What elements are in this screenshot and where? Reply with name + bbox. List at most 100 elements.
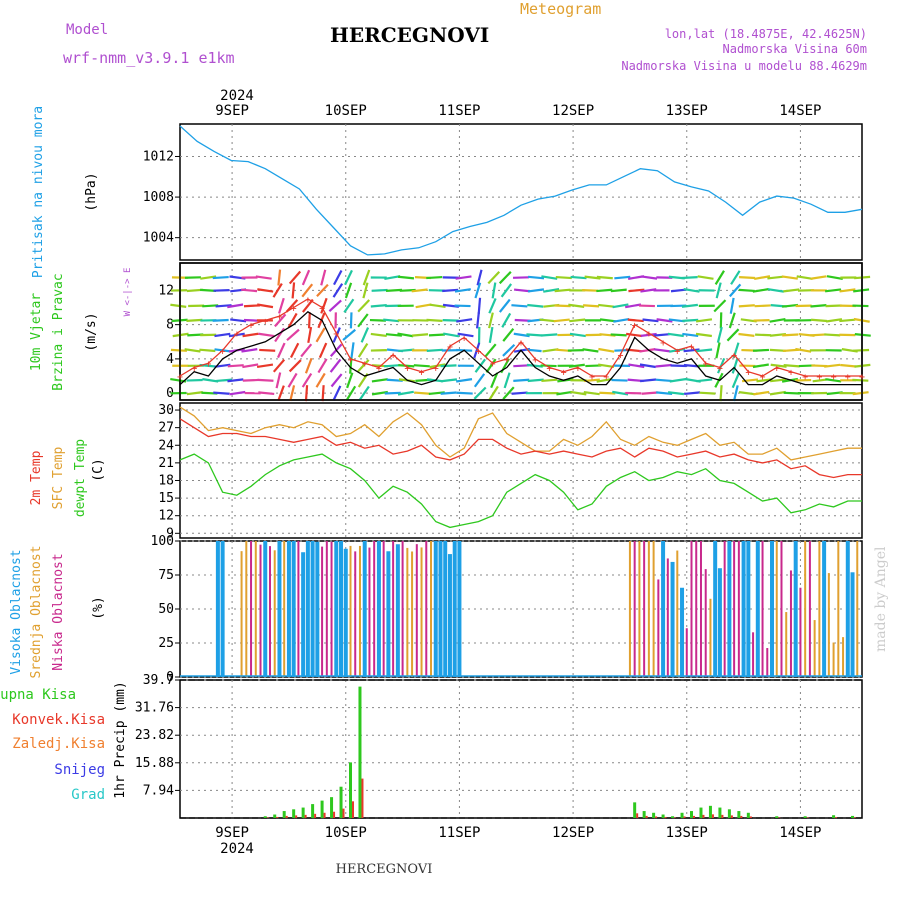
wind-arrow (681, 303, 699, 308)
gust-marker: + (177, 372, 183, 383)
wind-arrow (699, 391, 716, 395)
wind-arrow (473, 342, 481, 359)
wind-arrow (596, 288, 613, 293)
gust-marker: + (688, 342, 694, 353)
wind-arrow (443, 332, 460, 338)
precip-conv-bar (276, 816, 279, 818)
precip-conv-bar (304, 814, 307, 818)
y-tick-label: 100 (151, 534, 174, 549)
cloud-bar (666, 558, 669, 677)
wind-arrow (474, 282, 482, 299)
y-tick-label: 7.94 (143, 783, 174, 798)
precip-bar (832, 815, 836, 818)
cloud-bar (273, 550, 276, 677)
wind-arrow (170, 348, 187, 352)
wind-arrow (371, 378, 388, 383)
wind-arrow (852, 391, 869, 396)
wind-arrow (782, 333, 799, 337)
wind-arrow (715, 342, 721, 359)
sfc-temp-line (179, 406, 862, 461)
panel-temperature: 30 27 24 21 18 15 12 9 (158, 402, 863, 541)
precip-bar (718, 807, 722, 818)
y-axis-label: dewpt Temp (73, 439, 88, 517)
wind-arrow (318, 342, 328, 359)
y-tick-label: 27 (158, 421, 174, 436)
precip-conv-bar (693, 815, 695, 818)
cloud-bar (785, 612, 788, 677)
cloud-bar (452, 541, 457, 677)
wind-arrow (527, 275, 545, 280)
cloud-bar (310, 541, 315, 677)
wind-arrow (288, 359, 302, 373)
wind-arrow (272, 358, 286, 373)
wind-arrow (825, 318, 843, 323)
wind-arrow (440, 364, 457, 368)
wind-arrow (257, 288, 274, 293)
cloud-bar (699, 541, 702, 677)
wind-arrow (357, 313, 369, 328)
precip-conv-bar (835, 817, 838, 818)
precip-bar (690, 811, 693, 818)
wind-arrow (286, 328, 300, 342)
wind-arrow (540, 364, 557, 368)
wind-arrow (213, 391, 230, 395)
wind-arrow (753, 390, 770, 396)
cloud-bar (220, 541, 225, 677)
cloud-bar (832, 642, 835, 677)
y-tick-label: 39.7 (143, 673, 174, 688)
cloud-bar (368, 547, 371, 677)
wind-arrow (491, 282, 497, 299)
wind-arrow (440, 378, 458, 383)
cloud-bar (780, 541, 783, 677)
wind-arrow (456, 378, 473, 383)
wind-arrow (767, 288, 784, 293)
wind-arrow (839, 318, 856, 323)
wind-arrow (477, 297, 482, 314)
wind-arrow (411, 288, 428, 293)
precip-bar (292, 809, 296, 818)
cloud-bar (685, 628, 688, 677)
wind-arrow (726, 328, 740, 342)
wind-arrow (639, 348, 656, 353)
gust-marker: + (632, 321, 638, 332)
y-tick-label: 1008 (143, 190, 174, 205)
y-tick-label: 15 (158, 491, 174, 506)
precip-conv-bar (342, 808, 345, 818)
wind-arrow (810, 318, 828, 323)
wind-arrow (728, 312, 736, 329)
wind-arrow (214, 332, 231, 338)
wind-arrow (569, 332, 586, 338)
top-date-label: 11SEP (438, 103, 480, 119)
wind-arrow (241, 348, 258, 353)
wind-arrow (316, 283, 329, 297)
wind-arrow (667, 332, 684, 338)
wind-arrow (426, 275, 443, 280)
cloud-bar (723, 541, 726, 677)
cloud-bar (330, 541, 333, 677)
cloud-bar (447, 554, 452, 677)
wind-arrow (227, 378, 244, 383)
cloud-bar (789, 570, 792, 677)
wind-arrow (732, 385, 739, 402)
precip-conv-bar (645, 815, 648, 818)
wind-arrow (570, 275, 587, 280)
wind-arrow (227, 303, 244, 309)
wind-arrow (513, 332, 530, 338)
wind-arrow (810, 304, 827, 308)
wind-arrow (456, 391, 473, 395)
wind-arrow (333, 269, 343, 286)
precip-bar (746, 812, 750, 818)
wind-arrow (625, 303, 642, 309)
wind-arrow (696, 378, 713, 383)
wind-arrow (554, 288, 571, 293)
wind-arrow (825, 378, 842, 383)
wind-arrow (713, 299, 727, 313)
wind-arrow (511, 304, 528, 308)
panel-clouds: 100 75 50 25 0 (151, 534, 863, 685)
wind-arrow (539, 318, 556, 323)
wind-arrow (370, 304, 387, 308)
wind-arrow (500, 283, 513, 298)
cloud-bar (793, 541, 798, 677)
gust-marker: + (262, 316, 268, 327)
wind-arrow (362, 282, 369, 299)
